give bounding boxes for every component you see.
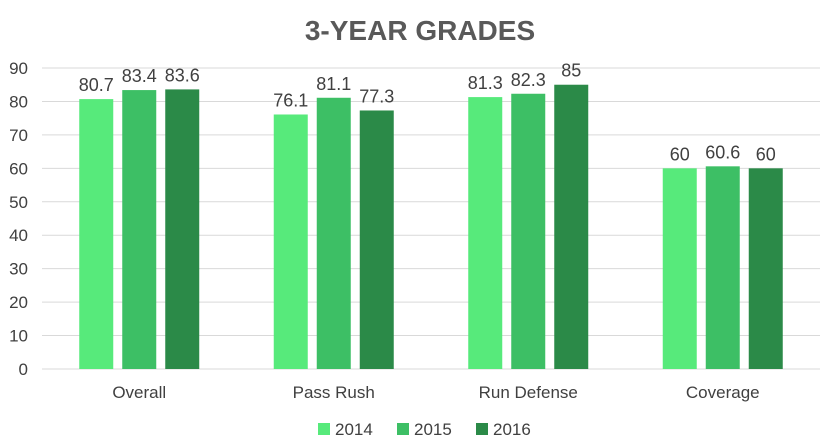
y-tick-label: 30 [9,260,28,279]
legend-swatch-2014 [318,423,330,435]
bar-2015-1 [316,97,351,369]
bar-2016-3 [748,168,783,369]
legend-swatch-2016 [476,423,488,435]
legend: 2014 2015 2016 [318,420,531,439]
bar-2016-2 [554,84,589,369]
bar-2014-3 [662,168,697,369]
data-label: 60 [670,144,690,164]
data-label: 81.1 [316,74,351,94]
chart-title: 3-YEAR GRADES [305,15,535,46]
bar-2015-0 [122,90,157,369]
data-label: 77.3 [359,86,394,106]
y-tick-label: 70 [9,126,28,145]
y-tick-label: 90 [9,59,28,78]
category-label: Run Defense [479,383,578,402]
data-label: 83.4 [122,66,157,86]
y-tick-label: 60 [9,159,28,178]
y-axis-ticks: 0 10 20 30 40 50 60 70 80 90 [9,59,28,379]
data-label: 83.6 [165,65,200,85]
bar-2015-3 [705,166,740,369]
category-label: Pass Rush [293,383,375,402]
y-tick-label: 80 [9,92,28,111]
bar-2014-2 [468,97,503,369]
data-label: 82.3 [511,70,546,90]
bars [79,84,783,370]
data-labels: 80.7 83.4 83.6 76.1 81.1 77.3 81.3 82.3 85 60 60.6… [79,61,776,165]
data-label: 85 [561,61,581,81]
bar-2014-0 [79,99,114,369]
legend-label: 2015 [414,420,452,439]
legend-label: 2014 [335,420,373,439]
y-tick-label: 50 [9,193,28,212]
y-tick-label: 10 [9,327,28,346]
bar-2014-1 [273,114,308,369]
bar-2016-0 [165,89,200,369]
y-tick-label: 20 [9,293,28,312]
data-label: 60 [756,144,776,164]
category-label: Overall [112,383,166,402]
data-label: 81.3 [468,73,503,93]
legend-label: 2016 [493,420,531,439]
data-label: 76.1 [273,90,308,110]
y-tick-label: 40 [9,226,28,245]
category-label: Coverage [686,383,760,402]
bar-2016-1 [359,110,394,370]
legend-swatch-2015 [397,423,409,435]
gridlines [42,67,820,370]
y-tick-label: 0 [19,360,28,379]
data-label: 60.6 [705,142,740,162]
x-axis-categories: Overall Pass Rush Run Defense Coverage [112,383,759,402]
data-label: 80.7 [79,75,114,95]
bar-2015-2 [511,93,546,369]
